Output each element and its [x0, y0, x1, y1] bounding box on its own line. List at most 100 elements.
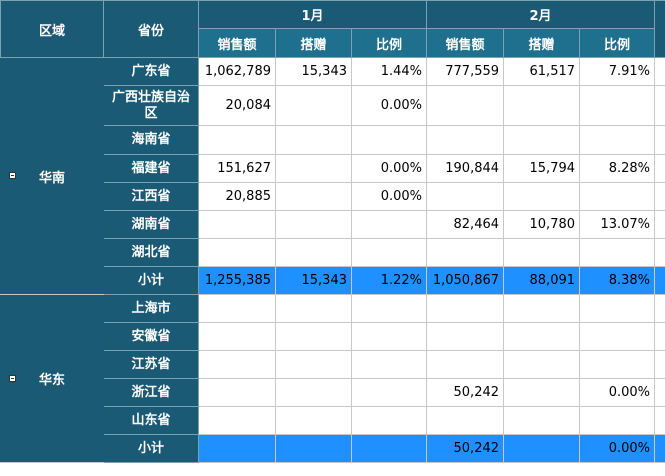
m2-ratio-cell: [579, 322, 656, 351]
m2-sales-cell: [426, 125, 505, 155]
m2-gift-cell: 61,517: [503, 57, 581, 86]
m1-sales-cell: [198, 322, 276, 351]
province-cell: 福建省: [103, 154, 199, 183]
subtotal-label: 小计: [103, 434, 199, 463]
m2-gift-cell: 88,091: [503, 266, 581, 295]
province-cell: 湖北省: [103, 238, 199, 267]
m1-ratio-cell: [350, 406, 428, 435]
m2-sales-cell: 50,242: [426, 378, 505, 407]
province-cell: 安徽省: [103, 322, 199, 351]
collapse-icon[interactable]: [9, 172, 16, 179]
col-gift-jan: 搭赠: [275, 28, 352, 58]
m1-ratio-cell: [350, 322, 428, 351]
province-cell: 江苏省: [103, 350, 199, 379]
m1-ratio-cell: [350, 350, 428, 379]
pivot-table: 区域 省份 1月 2月 销售额 搭赠 比例 销售额 搭赠 比例 华南 广东省 1,0…: [0, 0, 665, 463]
m1-gift-cell: [275, 154, 352, 183]
m1-gift-cell: [275, 378, 352, 407]
m1-sales-cell: [198, 125, 276, 155]
overflow-cell: [654, 57, 665, 86]
m2-gift-cell: [503, 322, 581, 351]
table-row: 江苏省: [1, 350, 665, 379]
region-header: 区域: [0, 0, 104, 58]
m1-sales-cell: [198, 294, 276, 323]
m2-sales-cell: [426, 182, 505, 211]
table-row: 广西壮族自治区 20,084 0.00%: [1, 85, 665, 126]
overflow-cell: [654, 154, 665, 183]
m1-ratio-cell: [350, 125, 428, 155]
table-row: 安徽省: [1, 322, 665, 351]
m1-gift-cell: [275, 182, 352, 211]
m1-sales-cell: [198, 378, 276, 407]
overflow-cell: [654, 350, 665, 379]
month-header-feb: 2月: [426, 0, 656, 29]
m1-ratio-cell: 1.22%: [350, 266, 428, 295]
m2-ratio-cell: [579, 294, 656, 323]
region-label: 华东: [38, 373, 65, 388]
m2-sales-cell: 1,050,867: [426, 266, 505, 295]
m2-sales-cell: 777,559: [426, 57, 505, 86]
m1-gift-cell: [275, 322, 352, 351]
month-header-jan: 1月: [197, 0, 428, 29]
m2-ratio-cell: 0.00%: [579, 378, 656, 407]
m2-ratio-cell: [579, 182, 656, 211]
m1-gift-cell: [275, 434, 352, 463]
m1-sales-cell: [198, 406, 276, 435]
m1-ratio-cell: 1.44%: [350, 57, 428, 86]
province-cell: 浙江省: [103, 378, 199, 407]
col-sales-feb: 销售额: [426, 28, 505, 58]
m2-ratio-cell: [579, 238, 656, 267]
m1-sales-cell: [198, 350, 276, 379]
m1-sales-cell: 151,627: [198, 154, 276, 183]
m1-sales-cell: 20,885: [198, 182, 276, 211]
col-ratio-jan: 比例: [350, 28, 428, 58]
table-row: 福建省 151,627 0.00% 190,844 15,794 8.28%: [1, 154, 665, 183]
m2-ratio-cell: [579, 125, 656, 155]
m1-ratio-cell: 0.00%: [350, 154, 428, 183]
m2-gift-cell: [503, 238, 581, 267]
m2-ratio-cell: [579, 406, 656, 435]
overflow-cell: [654, 378, 665, 407]
m1-sales-cell: 20,084: [198, 85, 276, 126]
province-cell: 山东省: [103, 406, 199, 435]
m2-gift-cell: 10,780: [503, 210, 581, 239]
m1-gift-cell: [275, 238, 352, 267]
m1-ratio-cell: [350, 294, 428, 323]
province-header: 省份: [103, 0, 199, 58]
col-sales-jan: 销售额: [198, 28, 276, 58]
region-cell: 华南: [0, 57, 104, 295]
m1-ratio-cell: [350, 238, 428, 267]
subtotal-row: 小计 1,255,385 15,343 1.22% 1,050,867 88,091 8.3…: [1, 266, 665, 295]
next-month-header: [654, 0, 665, 58]
m1-sales-cell: [198, 238, 276, 267]
m2-sales-cell: [426, 238, 505, 267]
m2-sales-cell: [426, 294, 505, 323]
m2-gift-cell: [503, 85, 581, 126]
province-cell: 广西壮族自治区: [103, 85, 199, 126]
m2-sales-cell: [426, 322, 505, 351]
province-cell: 江西省: [103, 182, 199, 211]
m2-sales-cell: 190,844: [426, 154, 505, 183]
m2-sales-cell: [426, 350, 505, 379]
m1-ratio-cell: [350, 210, 428, 239]
table-row: 湖南省 82,464 10,780 13.07%: [1, 210, 665, 239]
region-cell: 华东: [0, 294, 104, 463]
m2-gift-cell: [503, 378, 581, 407]
province-cell: 上海市: [103, 294, 199, 323]
m2-gift-cell: 15,794: [503, 154, 581, 183]
m1-sales-cell: 1,255,385: [198, 266, 276, 295]
m2-sales-cell: 50,242: [426, 434, 505, 463]
m2-sales-cell: [426, 85, 505, 126]
m1-ratio-cell: 0.00%: [350, 182, 428, 211]
overflow-cell: [654, 294, 665, 323]
m1-gift-cell: [275, 125, 352, 155]
subtotal-row: 小计 50,242 0.00%: [1, 434, 665, 463]
overflow-cell: [654, 85, 665, 126]
overflow-cell: [654, 266, 665, 295]
col-gift-feb: 搭赠: [503, 28, 581, 58]
collapse-icon[interactable]: [9, 374, 16, 382]
m2-ratio-cell: 8.28%: [579, 154, 656, 183]
province-cell: 海南省: [103, 125, 199, 155]
overflow-cell: [654, 125, 665, 155]
overflow-cell: [654, 406, 665, 435]
